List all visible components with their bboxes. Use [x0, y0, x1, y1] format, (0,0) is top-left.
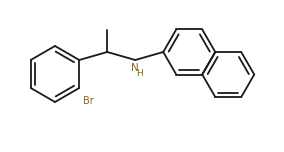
Text: N: N — [131, 63, 139, 73]
Text: H: H — [136, 69, 143, 78]
Text: Br: Br — [83, 96, 94, 106]
